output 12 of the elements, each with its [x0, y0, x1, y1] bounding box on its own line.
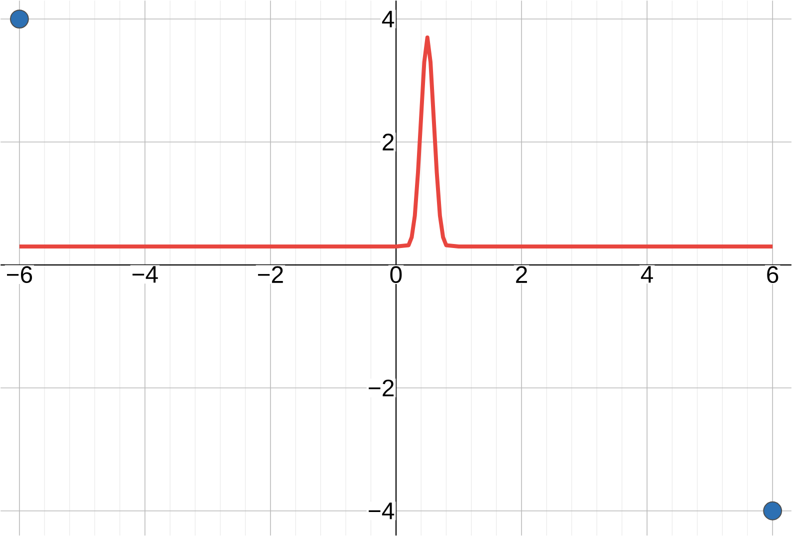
- x-tick-label: 6: [767, 266, 778, 284]
- line-series: [17, 35, 775, 248]
- y-tick-label: −4: [368, 502, 394, 520]
- x-tick-label: 4: [640, 266, 653, 283]
- x-tick-label: 2: [516, 266, 527, 283]
- y-tick-label: 4: [382, 10, 394, 28]
- y-tick-label: −2: [368, 380, 394, 396]
- x-tick-label: −2: [258, 266, 283, 283]
- x-tick-label: −6: [6, 266, 32, 284]
- x-tick-label: −4: [132, 266, 158, 283]
- y-tick-label: 2: [382, 134, 394, 150]
- x-tick-label: 0: [390, 266, 402, 284]
